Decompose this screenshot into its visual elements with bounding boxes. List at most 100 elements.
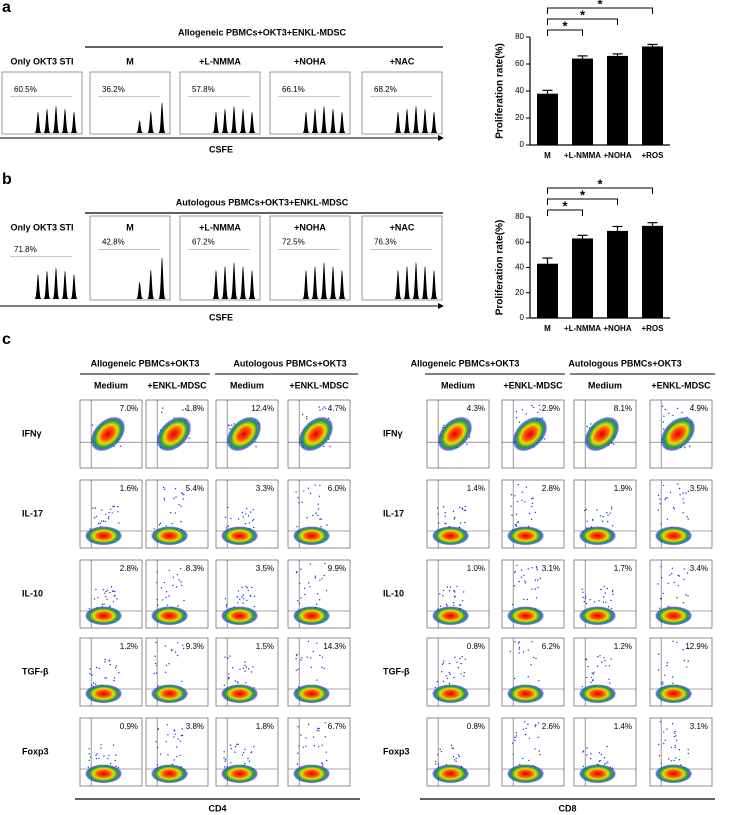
flow-density <box>431 526 470 546</box>
group-title: Autologous PBMCs+OKT3 <box>568 358 681 368</box>
flow-density <box>512 416 548 452</box>
flow-dot <box>600 588 602 591</box>
flow-dot <box>598 600 600 602</box>
flow-dot <box>603 596 605 598</box>
flow-dot <box>666 497 668 499</box>
flow-dot <box>514 677 516 680</box>
flow-dot <box>531 404 533 407</box>
flow-dot <box>105 596 107 598</box>
flow-dot <box>88 748 90 750</box>
flow-dot <box>582 591 584 593</box>
flow-dot <box>297 726 299 728</box>
flow-dot <box>174 512 176 514</box>
flow-dot <box>165 741 167 743</box>
flow-dot <box>611 525 614 527</box>
gate-percentage: 36.2% <box>102 85 125 94</box>
flow-dot <box>244 748 246 751</box>
flow-dot <box>252 509 254 511</box>
flow-dot <box>682 649 684 651</box>
flow-dot <box>250 671 253 673</box>
flow-dot <box>115 665 118 667</box>
flow-dot <box>306 418 308 420</box>
condition-label: M <box>126 56 134 66</box>
flow-dot <box>183 599 185 602</box>
bar <box>642 46 663 146</box>
flow-density <box>84 606 123 626</box>
flow-dot <box>516 564 518 567</box>
flow-dot <box>182 409 184 411</box>
flow-dot <box>237 590 240 592</box>
flow-dot <box>95 515 98 518</box>
flow-dot <box>312 736 315 738</box>
flow-dot <box>241 596 243 598</box>
flow-dot <box>521 569 523 571</box>
flow-dot <box>590 681 592 684</box>
flow-dot <box>234 680 237 682</box>
flow-plot <box>649 637 713 707</box>
flow-density <box>84 684 123 704</box>
flow-dot <box>527 723 529 725</box>
significance-label: * <box>597 176 603 191</box>
flow-dot <box>459 657 461 660</box>
flow-plot <box>215 637 279 707</box>
flow-dot <box>612 593 614 595</box>
flow-dot <box>95 758 98 760</box>
flow-dot <box>321 763 324 765</box>
flow-dot <box>224 516 227 519</box>
gate-percentage: 72.5% <box>282 238 305 247</box>
flow-dot <box>603 657 605 659</box>
flow-dot <box>251 520 254 522</box>
flow-dot <box>534 725 536 728</box>
flow-dot <box>98 522 100 525</box>
flow-dot <box>117 505 119 508</box>
flow-dot <box>319 484 321 487</box>
flow-dot <box>246 599 248 602</box>
significance-label: * <box>580 7 586 22</box>
flow-dot <box>105 590 107 593</box>
quadrant-percentage: 3.5% <box>690 484 708 493</box>
flow-dot <box>664 408 667 411</box>
flow-dot <box>514 495 516 497</box>
flow-dot <box>301 501 303 503</box>
flow-dot <box>453 604 455 606</box>
significance-bracket <box>547 29 583 36</box>
flow-dot <box>236 596 239 598</box>
flow-dot <box>538 750 541 752</box>
flow-dot <box>460 604 462 606</box>
flow-dot <box>514 641 516 643</box>
quadrant-percentage: 14.3% <box>323 642 346 651</box>
flow-dot <box>518 421 520 423</box>
histogram-box <box>179 215 261 301</box>
flow-dot <box>174 488 177 490</box>
panel-label: b <box>2 171 12 188</box>
flow-dot <box>585 508 587 511</box>
flow-dot <box>671 572 673 575</box>
flow-dot <box>157 604 159 606</box>
significance-bracket <box>547 187 653 194</box>
flow-dot <box>672 506 675 508</box>
flow-dot <box>94 507 97 509</box>
flow-dot <box>174 651 177 653</box>
flow-dot <box>104 520 107 523</box>
flow-dot <box>326 524 328 526</box>
flow-dot <box>242 667 245 669</box>
flow-dot <box>321 578 323 580</box>
flow-dot <box>658 755 661 757</box>
flow-dot <box>608 665 611 667</box>
flow-dot <box>668 758 670 760</box>
flow-dot <box>325 590 328 592</box>
flow-plot <box>426 559 490 629</box>
flow-dot <box>236 681 239 683</box>
flow-dot <box>683 568 685 570</box>
flow-dot <box>244 762 246 765</box>
flow-dot <box>666 664 668 667</box>
condition-label: +NAC <box>390 222 415 232</box>
flow-plot <box>501 637 565 707</box>
flow-dot <box>300 568 302 570</box>
flow-dot <box>442 595 444 597</box>
flow-dot <box>686 572 689 574</box>
flow-dot <box>241 754 244 756</box>
flow-dot <box>534 748 536 750</box>
histogram-box <box>89 71 171 135</box>
flow-dot <box>670 746 673 749</box>
